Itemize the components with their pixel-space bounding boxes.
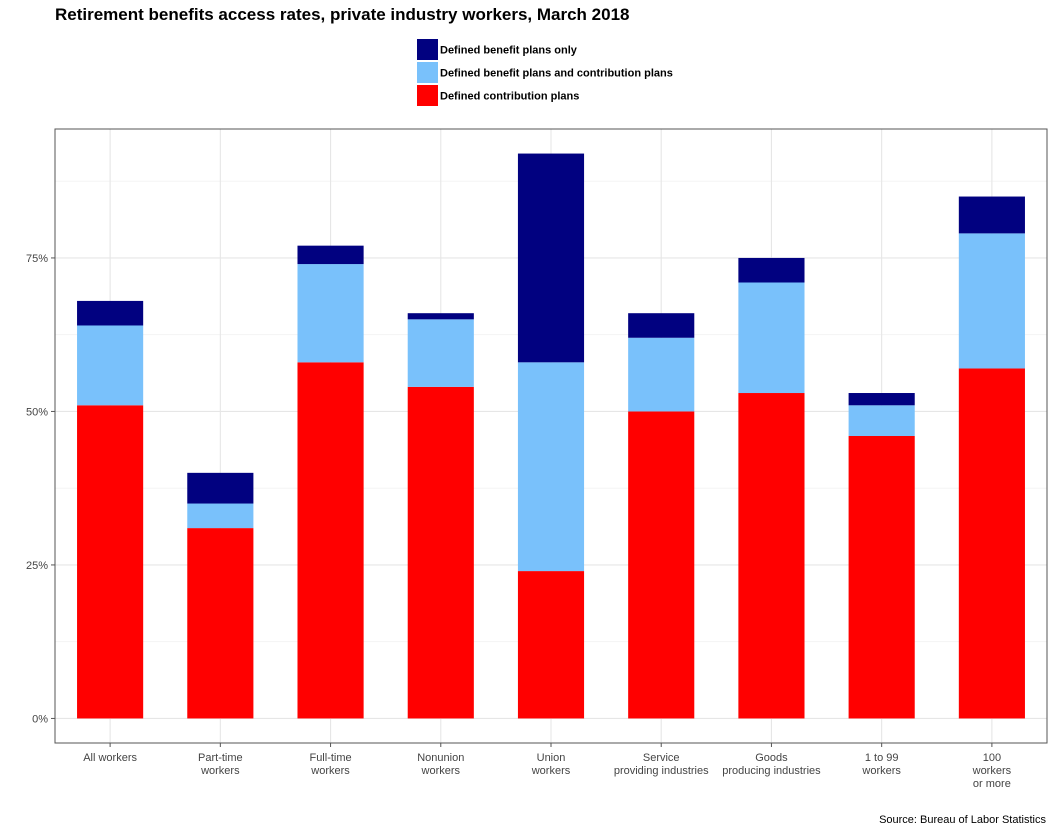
y-tick-label: 50%: [26, 406, 48, 418]
x-tick-label: Union workers: [531, 752, 571, 777]
bar-segment-1: [958, 368, 1025, 719]
bar-segment-2: [628, 337, 695, 412]
y-axis: 0% 25% 50% 75%: [26, 253, 55, 725]
bar-segment-1: [187, 528, 254, 719]
x-tick-label: Part-time workers: [198, 752, 243, 777]
bar-segment-2: [77, 325, 144, 406]
y-tick-label: 0%: [32, 713, 48, 725]
bar-segment-2: [187, 503, 254, 529]
legend-key: [417, 39, 438, 60]
bar-segment-1: [297, 362, 364, 719]
source-note: Source: Bureau of Labor Statistics: [879, 814, 1046, 826]
bars: [77, 153, 1025, 719]
y-tick-label: 75%: [26, 253, 48, 265]
bar-segment-2: [407, 319, 474, 387]
bar-segment-1: [738, 393, 805, 719]
x-tick-label: 1 to 99 workers: [861, 752, 901, 777]
bar-segment-3: [407, 313, 474, 320]
bar-segment-1: [407, 386, 474, 719]
x-tick-label: Service providing industries: [614, 752, 709, 777]
bar-segment-3: [187, 472, 254, 504]
x-tick-label: 100 workers or more: [972, 752, 1012, 790]
bar-segment-3: [738, 257, 805, 283]
y-tick-label: 25%: [26, 560, 48, 572]
legend: Defined benefit plans only Defined benefi…: [417, 39, 673, 106]
bar-segment-1: [848, 436, 915, 719]
legend-key: [417, 62, 438, 83]
bar-segment-3: [77, 300, 144, 326]
bar-segment-1: [517, 571, 585, 719]
bar-segment-3: [517, 153, 585, 363]
x-tick-label: Goods producing industries: [722, 752, 821, 777]
x-tick-label: All workers: [83, 752, 137, 764]
bar-segment-2: [958, 233, 1025, 369]
x-axis: All workers Part-time workers Full-time work…: [83, 743, 1012, 790]
bar-segment-1: [628, 411, 695, 719]
x-tick-label: Full-time workers: [309, 752, 351, 777]
bar-segment-3: [297, 245, 364, 265]
legend-key: [417, 85, 438, 106]
bar-segment-1: [77, 405, 144, 719]
x-tick-label: Nonunion workers: [417, 752, 464, 777]
bar-segment-3: [848, 393, 915, 406]
bar-segment-3: [958, 196, 1025, 234]
bar-segment-2: [297, 264, 364, 363]
legend-label: Defined benefit plans and contribution p…: [440, 68, 673, 80]
legend-label: Defined contribution plans: [440, 91, 579, 103]
chart-title: Retirement benefits access rates, privat…: [55, 5, 629, 24]
bar-segment-2: [848, 405, 915, 436]
bar-segment-2: [517, 362, 585, 572]
legend-label: Defined benefit plans only: [440, 45, 578, 57]
bar-segment-3: [628, 313, 695, 338]
bar-segment-2: [738, 282, 805, 394]
